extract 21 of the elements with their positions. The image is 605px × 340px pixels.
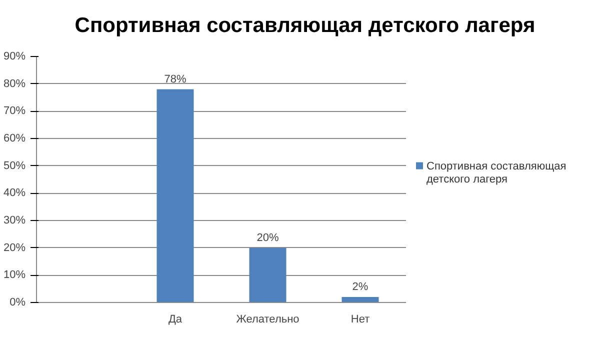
bar [342,297,379,302]
data-label: 20% [256,232,279,244]
y-tick-label: 20% [3,242,26,254]
bar [249,248,286,302]
y-tick-label: 50% [3,160,26,172]
x-tick-label: Да [168,314,183,326]
x-tick-label: Желательно [236,314,300,326]
data-label: 78% [164,73,186,86]
bar [156,89,194,302]
y-tick-label: 0% [10,296,26,308]
legend-label: Спортивная составляющая детского лагеря [426,160,566,186]
y-tick-label: 60% [3,132,26,144]
data-label: 2% [352,281,368,294]
y-tick-label: 40% [3,187,26,200]
x-tick-label: Нет [350,314,370,326]
y-tick-label: 90% [3,50,26,62]
y-tick-label: 80% [3,78,26,90]
y-tick-label: 10% [3,269,26,282]
y-tick-label: 30% [3,214,26,226]
chart-title: Спортивная составляющая детского лагеря [74,13,536,39]
y-tick-label: 70% [3,105,26,118]
